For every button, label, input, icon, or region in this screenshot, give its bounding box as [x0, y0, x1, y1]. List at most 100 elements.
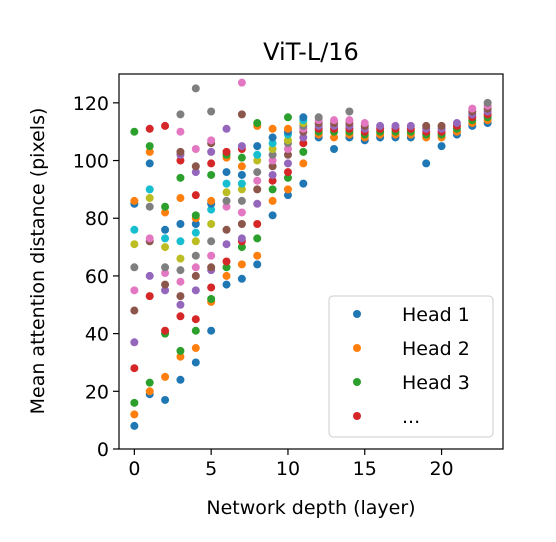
data-point-layer-19-head-1 — [422, 159, 431, 168]
data-point-layer-1-head-11 — [145, 159, 154, 168]
data-point-layer-4-head-4 — [191, 315, 200, 324]
data-point-layer-4-head-15 — [191, 168, 200, 177]
data-point-layer-4-head-7 — [191, 263, 200, 272]
data-point-layer-9-head-9 — [268, 145, 277, 153]
data-point-layer-6-head-11 — [222, 168, 231, 177]
data-point-layer-13-head-2 — [330, 133, 339, 142]
data-point-layer-10-head-12 — [283, 124, 292, 133]
y-axis-label: Mean attention distance (pixels) — [27, 108, 49, 415]
data-point-layer-6-head-3 — [222, 263, 231, 272]
data-point-layer-11-head-2 — [299, 159, 308, 168]
legend-label-head-2: Head 2 — [402, 338, 470, 360]
data-point-layer-13-head-1 — [330, 145, 339, 153]
data-point-layer-21-head-5 — [452, 119, 461, 128]
data-point-layer-2-head-11 — [161, 225, 170, 234]
data-point-layer-8-head-13 — [253, 119, 262, 128]
data-point-layer-11-head-3 — [299, 147, 308, 156]
data-point-layer-10-head-5 — [283, 159, 292, 168]
data-point-layer-10-head-2 — [283, 185, 292, 194]
data-point-layer-5-head-17 — [207, 136, 216, 145]
data-point-layer-3-head-8 — [176, 266, 185, 275]
data-point-layer-5-head-7 — [207, 251, 216, 260]
legend-marker-head-1 — [353, 310, 361, 318]
data-point-layer-6-head-7 — [222, 202, 231, 211]
data-point-layer-6-head-14 — [222, 147, 231, 156]
data-point-layer-4-head-13 — [191, 211, 200, 220]
data-point-layer-8-head-5 — [253, 199, 262, 208]
data-point-layer-0-head-2 — [130, 410, 139, 419]
data-point-layer-3-head-14 — [176, 156, 185, 165]
data-point-layer-3-head-18 — [176, 110, 185, 119]
data-point-layer-2-head-10 — [161, 234, 170, 243]
x-tick-label-5: 5 — [205, 458, 217, 480]
data-point-layer-7-head-7 — [237, 208, 246, 217]
data-point-layer-6-head-8 — [222, 196, 231, 205]
data-point-layer-1-head-10 — [145, 185, 154, 194]
data-point-layer-0-head-4 — [130, 364, 139, 373]
legend: Head 1 Head 2 Head 3 ... — [328, 295, 494, 438]
plot-frame — [118, 73, 504, 450]
data-point-layer-7-head-3 — [237, 243, 246, 252]
data-point-layer-10-head-1 — [283, 191, 292, 200]
data-point-layer-13-head-7 — [330, 116, 339, 125]
data-point-layer-1-head-3 — [145, 378, 154, 387]
data-point-layer-1-head-8 — [145, 202, 154, 211]
data-point-layer-10-head-13 — [283, 113, 292, 122]
data-point-layer-7-head-8 — [237, 196, 246, 205]
data-point-layer-2-head-7 — [161, 269, 170, 278]
data-point-layer-4-head-3 — [191, 326, 200, 335]
x-tick-label-20: 20 — [429, 458, 453, 480]
data-point-layer-7-head-1 — [237, 274, 246, 283]
legend-marker-head-2 — [353, 344, 361, 352]
data-point-layer-6-head-5 — [222, 240, 231, 249]
data-point-layer-6-head-2 — [222, 271, 231, 280]
data-point-layer-12-head-8 — [314, 113, 323, 122]
data-point-layer-8-head-2 — [253, 251, 262, 260]
data-point-layer-5-head-13 — [207, 170, 216, 179]
data-point-layer-3-head-13 — [176, 173, 185, 182]
data-point-layer-6-head-9 — [222, 188, 231, 197]
y-tick-label-40: 40 — [85, 324, 109, 346]
data-point-layer-3-head-16 — [176, 147, 185, 156]
data-point-layer-2-head-2 — [161, 372, 170, 381]
data-point-layer-9-head-11 — [268, 133, 277, 142]
legend-label-head-3: Head 3 — [402, 372, 470, 394]
legend-label-head-1: Head 1 — [402, 304, 470, 326]
data-point-layer-7-head-12 — [237, 162, 246, 171]
data-point-layer-7-head-17 — [237, 78, 246, 87]
data-point-layer-9-head-7 — [268, 156, 277, 165]
legend-marker-head-3 — [353, 378, 361, 386]
data-point-layer-2-head-12 — [161, 208, 170, 217]
data-point-layer-11-head-1 — [299, 179, 308, 188]
data-point-layer-1-head-7 — [145, 234, 154, 243]
data-point-layer-2-head-9 — [161, 243, 170, 252]
data-point-layer-5-head-15 — [207, 147, 216, 156]
data-point-layer-4-head-1 — [191, 358, 200, 367]
legend-marker-more — [353, 412, 361, 420]
data-point-layer-4-head-6 — [191, 271, 200, 280]
data-point-layer-17-head-5 — [391, 121, 400, 130]
data-point-layer-4-head-2 — [191, 344, 200, 353]
data-point-layer-8-head-9 — [253, 156, 262, 165]
data-point-layer-8-head-3 — [253, 234, 262, 243]
y-tick-label-0: 0 — [97, 439, 109, 461]
data-point-layer-2-head-14 — [161, 121, 170, 130]
data-point-layer-9-head-8 — [268, 150, 277, 159]
data-point-layer-8-head-10 — [253, 150, 262, 159]
data-point-layer-7-head-5 — [237, 234, 246, 243]
data-point-layer-7-head-10 — [237, 179, 246, 188]
data-point-layer-9-head-10 — [268, 139, 277, 148]
data-point-layer-2-head-4 — [161, 326, 170, 335]
data-point-layer-3-head-1 — [176, 375, 185, 384]
data-point-layer-0-head-13 — [130, 127, 139, 136]
legend-box — [328, 295, 494, 438]
data-point-layer-0-head-1 — [130, 421, 139, 430]
data-point-layer-7-head-16 — [237, 110, 246, 119]
data-point-layer-22-head-7 — [468, 104, 477, 113]
y-tick-label-100: 100 — [73, 151, 109, 173]
data-point-layer-2-head-8 — [161, 263, 170, 272]
data-point-layer-4-head-17 — [191, 145, 200, 153]
y-tick-label-80: 80 — [85, 208, 109, 230]
data-point-layer-16-head-5 — [376, 121, 385, 130]
